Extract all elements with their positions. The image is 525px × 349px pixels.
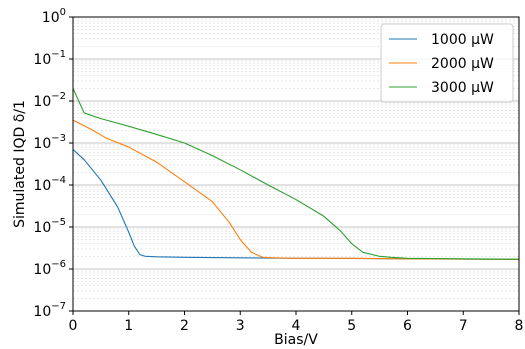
x-tick-label: 7 [459,318,468,334]
series-line-2 [72,119,520,260]
y-tick-label: 10−1 [33,49,66,68]
x-tick-label: 2 [180,318,189,334]
x-axis-label: Bias/V [274,332,318,348]
axis-ticks: 0 1 2 3 4 5 6 7 8 10−7 10−6 10−5 10−4 10−3 10−2 10−1 100 [33,7,523,334]
legend-box [380,23,514,103]
x-tick-label: 8 [515,318,524,334]
x-tick-label: 0 [69,318,78,334]
y-tick-label: 10−5 [33,217,66,236]
y-tick-label: 10−7 [33,301,66,320]
y-axis-label: Simulated IQD δ/1 [12,100,28,228]
y-tick-label: 10−3 [33,133,66,152]
legend-label: 3000 μW [431,80,494,96]
series-line-1 [72,149,520,260]
y-tick-label: 100 [42,7,66,26]
x-tick-label: 6 [403,318,412,334]
grid [73,16,519,312]
x-tick-label: 5 [347,318,356,334]
x-tick-label: 4 [292,318,301,334]
x-tick-label: 1 [124,318,133,334]
legend: 1000 μW 2000 μW 3000 μW [380,23,514,103]
legend-label: 1000 μW [431,32,494,48]
x-tick-label: 3 [236,318,245,334]
legend-label: 2000 μW [431,56,494,72]
y-tick-label: 10−2 [33,91,66,110]
y-tick-label: 10−6 [33,259,66,278]
y-tick-label: 10−4 [33,175,66,194]
series-line-3 [72,88,520,260]
series-lines [72,88,520,260]
